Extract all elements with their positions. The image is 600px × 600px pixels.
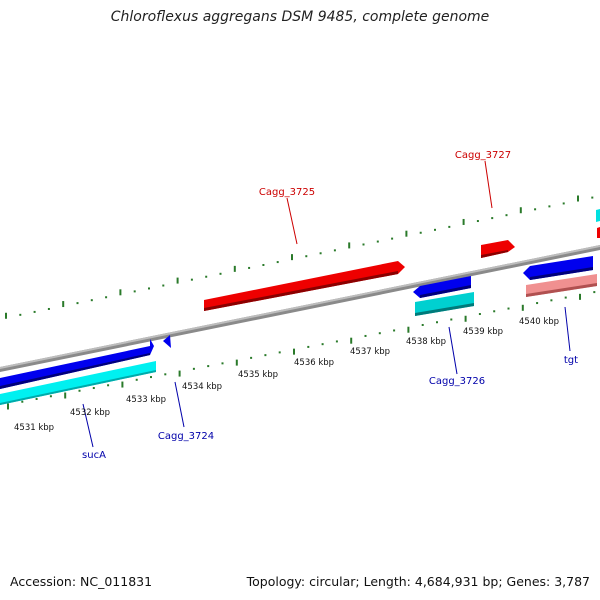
leader-sucA [82, 403, 94, 448]
topology-text: Topology: circular; Length: 4,684,931 bp… [246, 574, 590, 589]
kbp-label: 4538 kbp [406, 337, 446, 347]
gene-Cagg_3727[interactable] [481, 240, 515, 258]
gene-sucA[interactable] [0, 339, 154, 389]
kbp-label: 4537 kbp [350, 347, 390, 357]
partial-features-right-edge [596, 209, 600, 238]
genome-backbone [0, 245, 600, 372]
label-sucA: sucA [82, 450, 106, 461]
leader-Cagg_3725 [286, 197, 298, 245]
leader-Cagg_3727 [484, 160, 493, 209]
kbp-label: 4533 kbp [126, 395, 166, 405]
map-title: Chloroflexus aggregans DSM 9485, complet… [110, 9, 490, 25]
accession-text: Accession: NC_011831 [10, 574, 153, 589]
label-tgt: tgt [564, 355, 578, 366]
kbp-label: 4539 kbp [463, 327, 503, 337]
gene-Cagg_3725[interactable] [204, 261, 405, 311]
leader-Cagg_3724 [174, 381, 185, 428]
pink-feature-tgt [526, 274, 597, 297]
label-Cagg_3724: Cagg_3724 [158, 431, 214, 442]
kbp-label: 4531 kbp [14, 423, 54, 433]
kbp-label: 4532 kbp [70, 408, 110, 418]
kbp-label: 4536 kbp [294, 358, 334, 368]
gene-tgt[interactable] [523, 256, 593, 280]
teal-feature-Cagg_3726 [415, 292, 474, 316]
label-Cagg_3725: Cagg_3725 [259, 187, 315, 198]
kbp-label: 4534 kbp [182, 382, 222, 392]
cyan-feature-sucA [0, 361, 156, 405]
kbp-label: 4540 kbp [519, 317, 559, 327]
label-Cagg_3727: Cagg_3727 [455, 150, 511, 161]
label-Cagg_3726: Cagg_3726 [429, 376, 485, 387]
gene-Cagg_3726[interactable] [413, 276, 471, 298]
major-tick-marks [5, 195, 581, 410]
gene-Cagg_3724[interactable] [163, 335, 171, 348]
minor-tick-marks [19, 196, 596, 403]
leader-Cagg_3726 [448, 326, 458, 375]
leader-tgt [564, 306, 571, 352]
kbp-scale-labels: 4531 kbp 4532 kbp 4533 kbp 4534 kbp 4535… [14, 317, 559, 433]
kbp-label: 4535 kbp [238, 370, 278, 380]
